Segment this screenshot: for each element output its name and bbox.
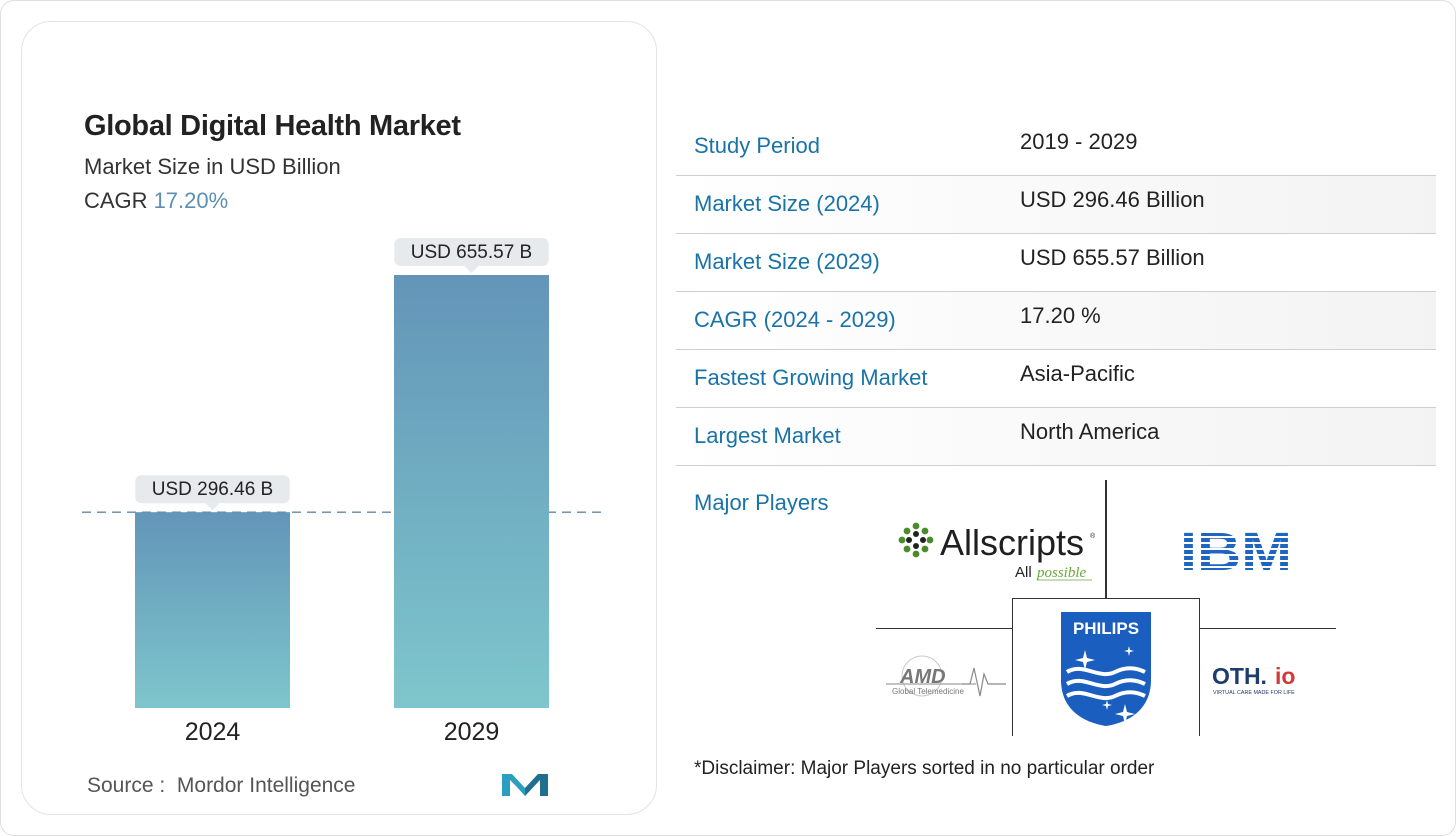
row-key: Study Period (694, 133, 820, 158)
disclaimer: *Disclaimer: Major Players sorted in no … (694, 758, 1155, 779)
svg-text:possible: possible (1036, 565, 1087, 581)
logo-divider (876, 628, 1013, 629)
mordor-logo (502, 774, 548, 796)
cagr-value: 17.20% (153, 188, 229, 213)
data-label-box (394, 238, 549, 266)
major-players-label: Major Players (694, 490, 829, 515)
svg-text:Global Telemedicine: Global Telemedicine (892, 687, 964, 696)
table-row: Market Size (2029) USD 655.57 Billion (676, 234, 1436, 292)
logo-divider (1012, 598, 1013, 736)
table-row: Study Period 2019 - 2029 (676, 118, 1436, 176)
svg-text:PHILIPS: PHILIPS (1073, 619, 1139, 638)
row-key: Market Size (2029) (694, 249, 880, 274)
bar-2029 (394, 275, 549, 708)
chart-title: Global Digital Health Market (84, 110, 461, 142)
row-value: Asia-Pacific (1020, 361, 1135, 386)
data-label-pointer (464, 266, 479, 273)
logo-divider (1012, 598, 1200, 599)
chart-subtitle: Market Size in USD Billion (84, 154, 341, 179)
svg-text:®: ® (1090, 532, 1096, 540)
cagr-summary: CAGR 17.20% (84, 188, 228, 214)
source-note: Source : Mordor Intelligence (87, 774, 355, 798)
amd-telemedicine-logo: AMD Global Telemedicine (886, 655, 1006, 697)
source-label: Source : (87, 774, 166, 797)
logo-divider (1199, 598, 1200, 736)
bar-chart: USD 296.46 B 2024 USD 655.57 B 2029 (82, 238, 602, 746)
data-label-pointer (205, 503, 220, 511)
svg-text:io: io (1275, 663, 1295, 689)
table-row: Market Size (2024) USD 296.46 Billion (676, 176, 1436, 234)
row-key: Fastest Growing Market (694, 365, 928, 390)
row-key: Market Size (2024) (694, 191, 880, 216)
data-label-box (135, 475, 290, 504)
oth-logo: OTH. io VIRTUAL CARE MADE FOR LIFE (1212, 663, 1295, 696)
row-value: 17.20 % (1020, 303, 1101, 328)
table-row: CAGR (2024 - 2029) 17.20 % (676, 292, 1436, 350)
row-value: 2019 - 2029 (1020, 129, 1138, 154)
svg-text:AMD: AMD (899, 666, 946, 688)
chart-card (21, 21, 657, 815)
row-value: USD 655.57 Billion (1020, 245, 1205, 270)
source-name: Mordor Intelligence (176, 774, 356, 797)
row-value: USD 296.46 Billion (1020, 187, 1205, 212)
logo-divider (1199, 628, 1336, 629)
table-row: Largest Market North America (676, 408, 1436, 466)
ibm-logo: IBM (1180, 526, 1292, 572)
svg-text:All: All (1015, 564, 1032, 581)
allscripts-logo: Allscripts ® All possible (898, 522, 1096, 581)
row-key: Largest Market (694, 423, 841, 448)
logo-divider (1105, 480, 1107, 598)
x-tick-label: 2024 (185, 718, 241, 746)
philips-logo: PHILIPS (1061, 612, 1151, 726)
cagr-label: CAGR (84, 188, 148, 213)
svg-text:OTH.: OTH. (1212, 663, 1267, 689)
svg-text:VIRTUAL CARE MADE FOR LIFE: VIRTUAL CARE MADE FOR LIFE (1213, 690, 1295, 696)
row-value: North America (1020, 419, 1160, 444)
bar-2024 (135, 512, 290, 708)
svg-text:Allscripts: Allscripts (940, 522, 1084, 563)
x-tick-label: 2029 (444, 718, 500, 746)
table-row: Fastest Growing Market Asia-Pacific (676, 350, 1436, 408)
data-label: USD 296.46 B (152, 479, 273, 500)
key-stats-table: Study Period 2019 - 2029 Market Size (20… (676, 118, 1436, 466)
row-key: CAGR (2024 - 2029) (694, 307, 896, 332)
data-label: USD 655.57 B (411, 242, 532, 263)
